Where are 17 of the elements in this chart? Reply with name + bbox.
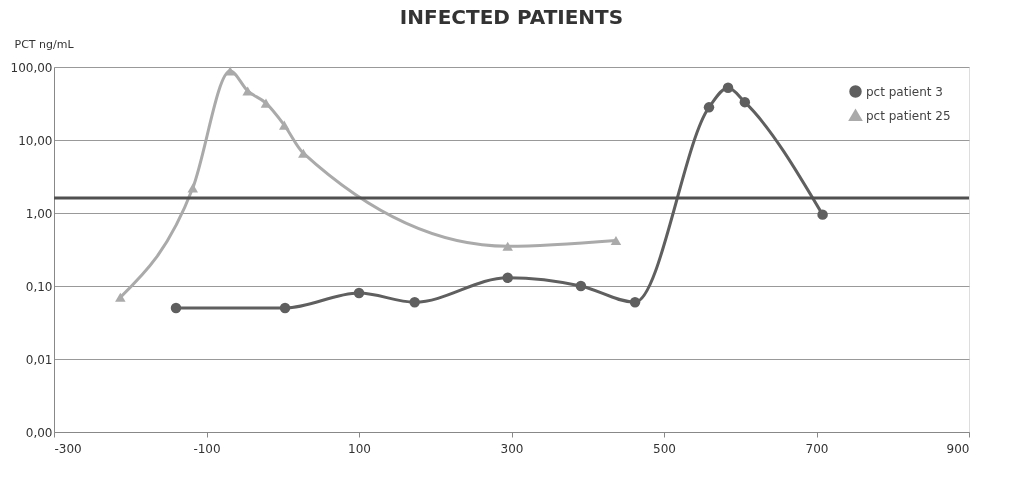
x-tick-label: -100 xyxy=(193,441,221,456)
y-tick-label: 100,00 xyxy=(10,60,53,75)
y-tick-label: 0,00 xyxy=(25,425,53,440)
x-tick-label: 900 xyxy=(946,441,970,456)
y-tick-label: 0,10 xyxy=(25,279,53,294)
y-tick-label: 0,01 xyxy=(25,352,53,367)
x-tick-label: 100 xyxy=(348,441,371,456)
x-tick-label: 700 xyxy=(805,441,829,456)
y-tick-label: 10,00 xyxy=(18,133,53,148)
x-tick-label: -300 xyxy=(54,441,82,456)
chart-title: INFECTED PATIENTS xyxy=(399,5,624,29)
x-tick-label: 500 xyxy=(653,441,676,456)
x-tick-label: 300 xyxy=(500,441,524,456)
legend-label: pct patient 3 xyxy=(866,84,943,99)
y-tick-label: 1,00 xyxy=(25,206,53,221)
legend-label: pct patient 25 xyxy=(866,108,951,123)
y-axis-title: PCT ng/mL xyxy=(14,37,75,51)
